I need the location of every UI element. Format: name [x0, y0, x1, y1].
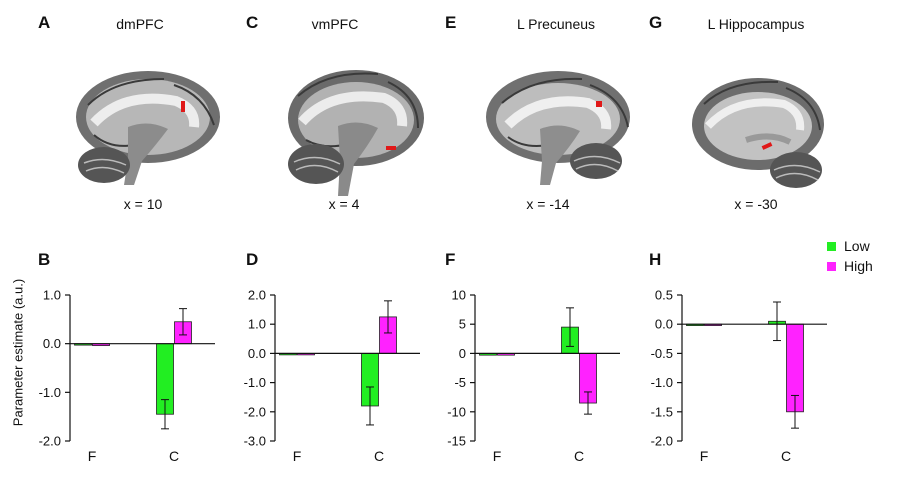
x-category-label: C — [374, 448, 384, 464]
x-category-label: F — [88, 448, 97, 464]
panel-letter-g: G — [649, 13, 663, 32]
panel-letter-a: A — [38, 13, 51, 32]
x-category-label: C — [574, 448, 584, 464]
x-category-label: F — [493, 448, 502, 464]
panel-letter-h: H — [649, 250, 662, 269]
legend: Low High — [827, 236, 873, 276]
y-tick-label: 1.0 — [43, 288, 61, 303]
slice-coord-precuneus: x = -14 — [526, 196, 570, 212]
panel-title-hippocampus: L Hippocampus — [707, 16, 805, 32]
panel-letter-d: D — [246, 250, 259, 269]
x-category-label: C — [169, 448, 179, 464]
y-tick-label: 0 — [459, 346, 466, 361]
legend-swatch-high — [827, 261, 836, 271]
slice-coord-vmpfc: x = 4 — [328, 196, 360, 212]
legend-item-high: High — [827, 256, 873, 276]
brain-image-vmpfc — [288, 70, 424, 196]
slice-coord-hippocampus: x = -30 — [734, 196, 778, 212]
y-tick-label: -0.5 — [651, 346, 673, 361]
panel-letter-c: C — [246, 13, 259, 32]
y-tick-label: -15 — [447, 434, 466, 449]
bar-chart-hippocampus: 0.5 0.0 -0.5 -1.0 -1.5 -2.0 F C — [651, 288, 827, 464]
brain-image-precuneus — [486, 71, 630, 185]
y-tick-label: 10 — [452, 288, 466, 303]
panel-title-vmpfc: vmPFC — [311, 16, 359, 32]
slice-coord-dmpfc: x = 10 — [123, 196, 163, 212]
y-tick-label: -2.0 — [244, 404, 266, 419]
y-tick-label: 0.0 — [248, 346, 266, 361]
y-tick-label: 2.0 — [248, 288, 266, 303]
legend-label-high: High — [844, 258, 873, 274]
panel-letter-e: E — [445, 13, 457, 32]
panel-letter-b: B — [38, 250, 51, 269]
y-tick-label: -1.0 — [39, 385, 61, 400]
panel-title-precuneus: L Precuneus — [516, 16, 596, 32]
bar-chart-precuneus: 10 5 0 -5 -10 -15 F C — [447, 288, 620, 464]
y-tick-label: 0.0 — [655, 317, 673, 332]
y-tick-label: -3.0 — [244, 434, 266, 449]
y-tick-label: -1.5 — [651, 404, 673, 419]
y-tick-label: 0.0 — [43, 336, 61, 351]
y-tick-label: -2.0 — [39, 434, 61, 449]
x-category-label: C — [781, 448, 791, 464]
y-tick-label: -1.0 — [651, 375, 673, 390]
brain-image-hippocampus — [692, 78, 824, 188]
bar-chart-dmpfc: 1.0 0.0 -1.0 -2.0 F C — [39, 288, 215, 464]
y-tick-label: 5 — [459, 317, 466, 332]
y-tick-label: 0.5 — [655, 288, 673, 303]
brain-image-dmpfc — [76, 71, 220, 185]
panel-title-dmpfc: dmPFC — [116, 16, 164, 32]
y-tick-label: -1.0 — [244, 375, 266, 390]
panel-letter-f: F — [445, 250, 456, 269]
y-tick-label: 1.0 — [248, 317, 266, 332]
x-category-label: F — [700, 448, 709, 464]
legend-label-low: Low — [844, 238, 870, 254]
y-tick-label: -10 — [447, 404, 466, 419]
x-category-label: F — [293, 448, 302, 464]
legend-swatch-low — [827, 241, 836, 251]
y-tick-label: -5 — [454, 375, 466, 390]
y-tick-label: -2.0 — [651, 434, 673, 449]
bar-chart-vmpfc: 2.0 1.0 0.0 -1.0 -2.0 -3.0 F C — [244, 288, 420, 464]
legend-item-low: Low — [827, 236, 873, 256]
